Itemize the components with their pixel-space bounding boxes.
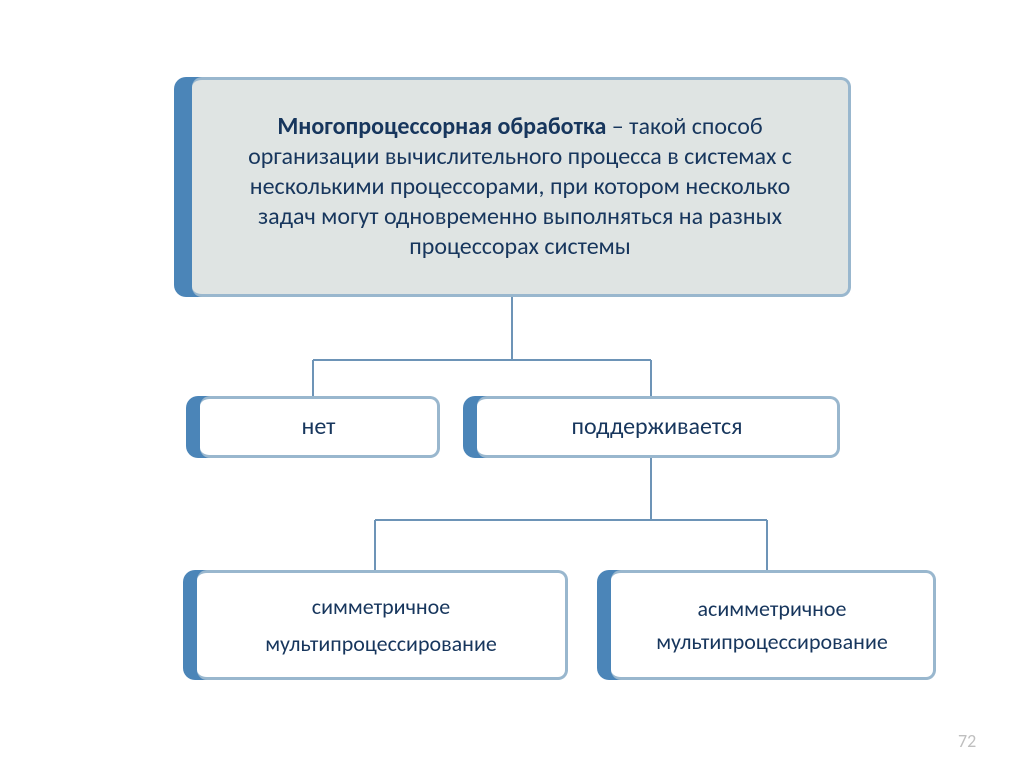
grand-asymmetric-node: асимметричное мультипроцессирование bbox=[597, 570, 936, 680]
grand-symmetric-inner: симметричное мультипроцессирование bbox=[197, 570, 568, 680]
child-no-inner: нет bbox=[200, 396, 440, 458]
grand-symmetric-l2: мультипроцессирование bbox=[265, 630, 497, 658]
child-supported-label: поддерживается bbox=[572, 412, 743, 442]
grand-symmetric-l1: симметричное bbox=[265, 593, 497, 621]
grand-asymmetric-inner: асимметричное мультипроцессирование bbox=[611, 570, 936, 680]
grand-asymmetric-l2: мультипроцессирование bbox=[656, 628, 888, 656]
diagram-canvas: Многопроцессорная обработка – такой спос… bbox=[0, 0, 1024, 767]
grand-asymmetric-l1: асимметричное bbox=[656, 595, 888, 623]
page-number: 72 bbox=[958, 730, 976, 752]
child-supported-inner: поддерживается bbox=[477, 396, 840, 458]
child-no-node: нет bbox=[186, 396, 440, 458]
root-node: Многопроцессорная обработка – такой спос… bbox=[174, 77, 851, 297]
root-node-inner: Многопроцессорная обработка – такой спос… bbox=[192, 77, 851, 297]
child-no-label: нет bbox=[302, 412, 336, 442]
grand-symmetric-text: симметричное мультипроцессирование bbox=[265, 593, 497, 658]
root-text: Многопроцессорная обработка – такой спос… bbox=[230, 112, 810, 262]
grand-symmetric-node: симметричное мультипроцессирование bbox=[183, 570, 568, 680]
child-supported-node: поддерживается bbox=[463, 396, 840, 458]
root-term: Многопроцессорная обработка bbox=[277, 112, 606, 141]
grand-asymmetric-text: асимметричное мультипроцессирование bbox=[656, 595, 888, 656]
